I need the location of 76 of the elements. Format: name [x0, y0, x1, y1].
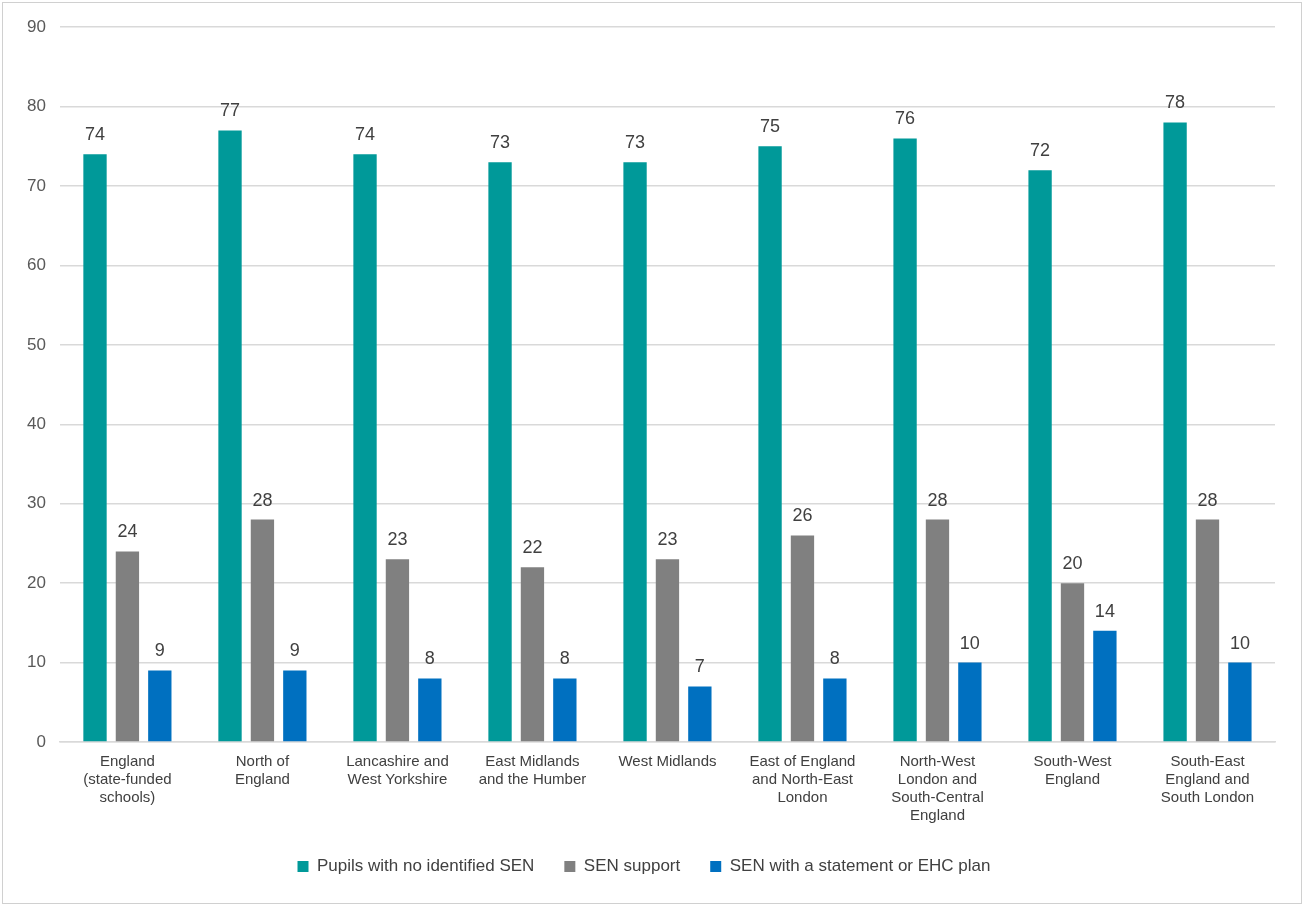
bar [553, 678, 577, 742]
bar [823, 678, 847, 742]
bar [385, 559, 410, 742]
data-label: 23 [657, 529, 678, 550]
bar [758, 146, 782, 742]
data-label: 73 [625, 132, 646, 153]
y-tick-label: 0 [36, 731, 46, 751]
x-tick-label: West Midlands [618, 752, 717, 770]
legend-label: SEN with a statement or EHC plan [729, 856, 991, 876]
bar [655, 559, 680, 742]
data-label: 26 [792, 505, 813, 526]
bar [353, 154, 377, 742]
data-label: 74 [85, 124, 106, 145]
bar [488, 162, 512, 742]
bar [1228, 662, 1252, 742]
bar [218, 130, 242, 742]
bar [283, 670, 307, 742]
data-label: 14 [1094, 600, 1115, 621]
bar [418, 678, 442, 742]
data-label: 78 [1165, 92, 1186, 113]
data-label: 76 [895, 108, 916, 129]
legend-label: Pupils with no identified SEN [317, 856, 535, 876]
data-label: 22 [522, 537, 543, 558]
y-tick-label: 20 [26, 572, 46, 592]
data-label: 28 [1197, 489, 1218, 510]
bar [958, 662, 982, 742]
legend-label: SEN support [583, 856, 681, 876]
data-label: 74 [355, 124, 376, 145]
x-tick-label: East of England and North-East London [749, 752, 856, 806]
bar [148, 670, 172, 742]
y-tick-label: 10 [26, 652, 46, 672]
bar [893, 138, 917, 742]
data-label: 10 [1229, 632, 1250, 653]
y-tick-label: 70 [26, 175, 46, 195]
bar [83, 154, 107, 742]
bar [1060, 583, 1085, 742]
bar [1093, 630, 1117, 742]
data-label: 75 [760, 116, 781, 137]
data-label: 77 [220, 100, 241, 121]
bar [1028, 170, 1052, 742]
data-label: 9 [289, 640, 300, 661]
y-tick-label: 90 [26, 16, 46, 36]
bar [520, 567, 545, 742]
bar [688, 686, 712, 742]
y-tick-label: 30 [26, 493, 46, 513]
bar [623, 162, 647, 742]
x-tick-label: South-East England and South London [1160, 752, 1255, 806]
x-tick-label: England (state-funded schools) [83, 752, 172, 806]
bar [250, 519, 275, 742]
x-tick-label: East Midlands and the Humber [478, 752, 587, 788]
data-label: 7 [694, 656, 705, 677]
data-label: 9 [154, 640, 165, 661]
x-tick-label: South-West England [1033, 752, 1113, 788]
data-label: 28 [927, 489, 948, 510]
data-label: 73 [490, 132, 511, 153]
bar [925, 519, 950, 742]
data-label: 8 [559, 648, 570, 669]
data-label: 8 [829, 648, 840, 669]
bar [1163, 122, 1187, 742]
data-label: 23 [387, 529, 408, 550]
y-tick-label: 50 [26, 334, 46, 354]
bar [790, 535, 815, 742]
data-label: 28 [252, 489, 273, 510]
y-tick-label: 40 [26, 414, 46, 433]
bar [115, 551, 140, 742]
y-tick-label: 80 [26, 96, 46, 116]
y-tick-label: 60 [26, 255, 46, 275]
bar [1195, 519, 1220, 742]
x-tick-label: North of England [234, 752, 290, 788]
data-label: 24 [117, 521, 138, 542]
x-tick-label: Lancashire and West Yorkshire [346, 752, 449, 788]
data-label: 10 [959, 632, 980, 653]
x-tick-label: North-West London and South-Central England [891, 752, 984, 824]
data-label: 72 [1030, 140, 1051, 161]
data-label: 8 [424, 648, 435, 669]
data-label: 20 [1062, 553, 1083, 574]
